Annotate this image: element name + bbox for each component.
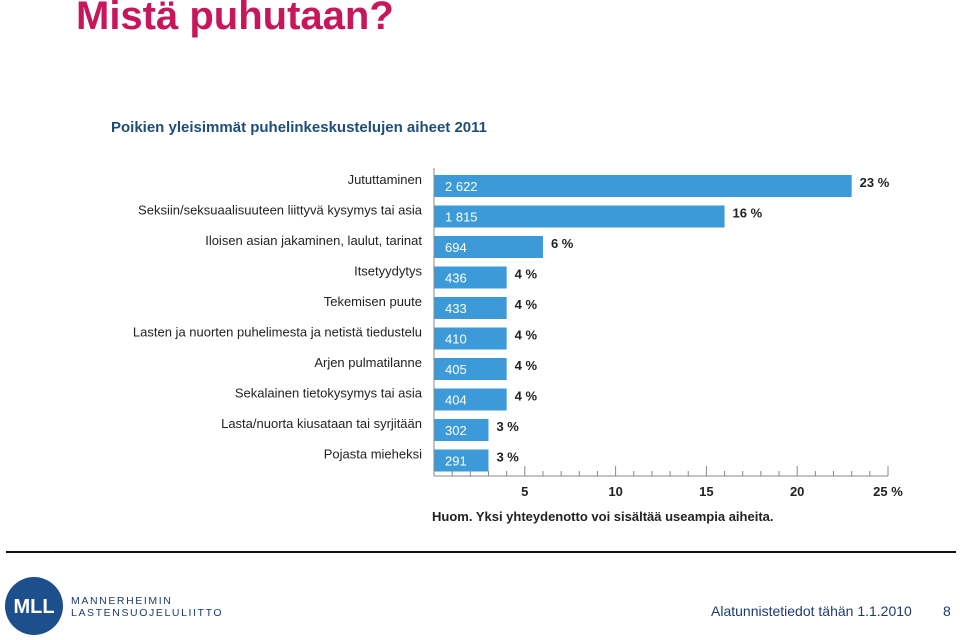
bar [434, 358, 507, 380]
bar-value-label: 16 % [733, 206, 763, 221]
bar-count-label: 291 [445, 454, 467, 469]
bar-count-label: 405 [445, 362, 467, 377]
mll-logo: MLL [5, 577, 63, 635]
logo-monogram: MLL [13, 596, 54, 618]
footer-text: Alatunnistetiedot tähän 1.1.2010 [711, 603, 912, 619]
bar-value-label: 4 % [515, 328, 538, 343]
category-label: Arjen pulmatilanne [314, 355, 422, 370]
category-label: Jututtaminen [348, 172, 422, 187]
bars-group: Jututtaminen 2 622 23 % Seksiin/seksuaalisu… [133, 172, 890, 472]
bar-value-label: 6 % [551, 236, 574, 251]
bar [434, 388, 507, 411]
category-label: Sekalainen tietokysymys tai asia [235, 386, 423, 401]
x-tick-label: 5 [521, 484, 528, 499]
bar [434, 419, 489, 441]
bar [434, 327, 507, 350]
bar-count-label: 302 [445, 423, 467, 438]
x-tick-label: 15 [699, 484, 713, 499]
category-label: Lasta/nuorta kiusataan tai syrjitään [221, 416, 422, 431]
category-label: Seksiin/seksuaalisuuteen liittyvä kysymy… [138, 203, 423, 218]
x-tick-label: 10 [608, 484, 622, 499]
chart-note: Huom. Yksi yhteydenotto voi sisältää use… [432, 509, 774, 524]
bar-value-label: 3 % [496, 450, 519, 465]
bar-value-label: 4 % [515, 358, 538, 373]
bar-value-label: 4 % [515, 297, 538, 312]
bar-count-label: 410 [445, 332, 467, 347]
category-label: Iloisen asian jakaminen, laulut, tarinat [205, 233, 422, 248]
bar-count-label: 694 [445, 240, 467, 255]
bar [434, 297, 507, 319]
bar [434, 236, 543, 258]
footer-divider [6, 551, 956, 553]
bar-value-label: 23 % [860, 175, 890, 190]
org-name-line2: LASTENSUOJELULIITTO [71, 607, 224, 619]
page-number: 8 [943, 603, 951, 619]
category-label: Tekemisen puute [324, 294, 422, 309]
bar [434, 205, 725, 228]
bar-value-label: 4 % [515, 389, 538, 404]
org-name-line1: MANNERHEIMIN [71, 595, 173, 607]
bar-count-label: 2 622 [445, 179, 478, 194]
bar-count-label: 404 [445, 393, 467, 408]
bar-value-label: 3 % [496, 419, 519, 434]
bar-count-label: 436 [445, 271, 467, 286]
x-tick-label: 20 [790, 484, 804, 499]
category-label: Pojasta mieheksi [324, 447, 422, 462]
x-tick-label: 25 % [873, 484, 903, 499]
x-axis: 5 10 15 20 25 % [433, 168, 903, 499]
bar-value-label: 4 % [515, 267, 538, 282]
category-label: Lasten ja nuorten puhelimesta ja netistä… [133, 325, 422, 340]
bar [434, 266, 507, 289]
bar-count-label: 1 815 [445, 210, 478, 225]
slide-title: Mistä puhutaan? [76, 0, 394, 38]
category-label: Itsetyydytys [354, 264, 422, 279]
bar [434, 449, 489, 472]
chart-title: Poikien yleisimmät puhelinkeskustelujen … [111, 119, 487, 136]
bar-chart: Poikien yleisimmät puhelinkeskustelujen … [111, 119, 903, 524]
bar-count-label: 433 [445, 301, 467, 316]
bar [434, 175, 852, 197]
